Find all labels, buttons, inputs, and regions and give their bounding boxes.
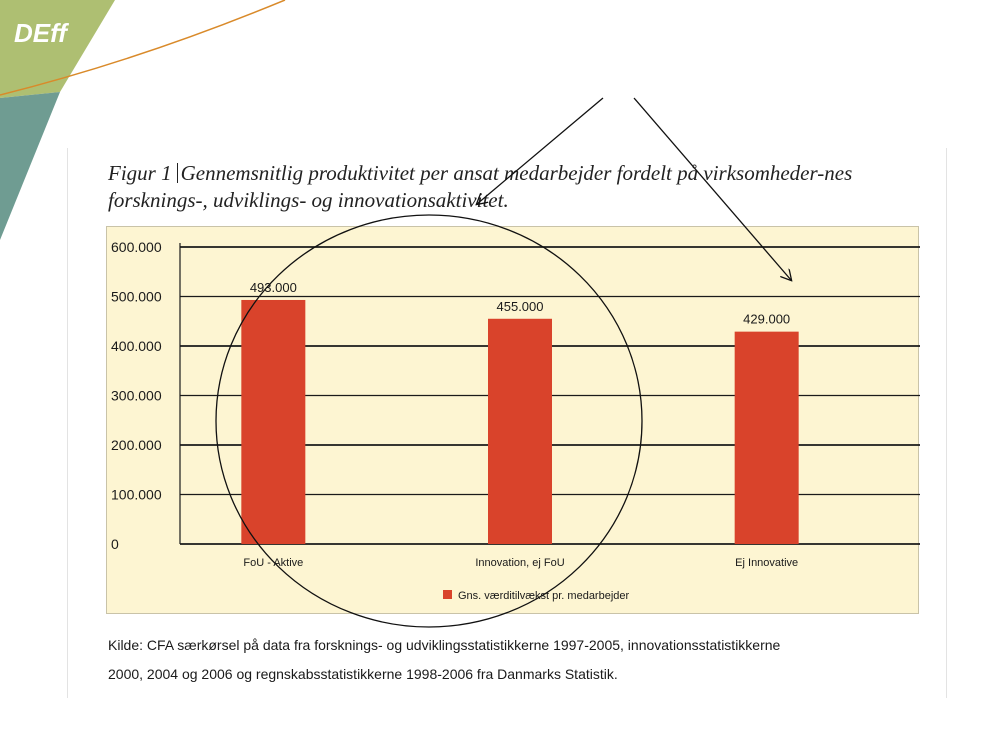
y-tick-label: 300.000 (111, 388, 162, 404)
figure-title-text: Gennemsnitlig produktivitet per ansat me… (108, 161, 853, 212)
y-tick-label: 100.000 (111, 487, 162, 503)
bar (241, 299, 306, 544)
y-tick-label: 600.000 (111, 239, 162, 255)
bar (488, 318, 552, 544)
x-category-label: Innovation, ej FoU (475, 557, 564, 569)
logo-teal-shape (0, 92, 60, 240)
y-tick-label: 0 (111, 536, 119, 552)
content-frame-left (67, 148, 68, 698)
source-note: Kilde: CFA særkørsel på data fra forskni… (108, 631, 928, 689)
y-tick-label: 500.000 (111, 289, 162, 305)
deff-logo: DEff (14, 18, 67, 48)
x-category-label: FoU - Aktive (243, 557, 303, 569)
x-category-label: Ej Innovative (735, 557, 798, 569)
text-cursor (176, 163, 178, 183)
data-label: 429.000 (743, 312, 790, 327)
content-frame-right (946, 148, 947, 698)
y-tick-label: 400.000 (111, 338, 162, 354)
bar-chart: 0 100.000 200.000 300.000 400.000 500.000 600.… (111, 239, 920, 602)
y-tick-label: 200.000 (111, 437, 162, 453)
legend-swatch (443, 590, 452, 599)
data-label: 493.000 (250, 280, 297, 295)
logo-green-shape (0, 0, 115, 98)
source-line-2: 2000, 2004 og 2006 og regnskabsstatistik… (108, 666, 618, 682)
data-label: 455.000 (497, 299, 544, 314)
source-line-1: Kilde: CFA særkørsel på data fra forskni… (108, 637, 781, 653)
figure-title: Figur 1 Gennemsnitlig produktivitet per a… (108, 160, 928, 214)
logo-swoosh-line (0, 0, 286, 96)
chart-panel: 0 100.000 200.000 300.000 400.000 500.000 600.… (106, 226, 920, 614)
bar (734, 331, 799, 544)
legend-label: Gns. værditilvækst pr. medarbejder (458, 590, 630, 602)
figure-number: Figur 1 (108, 161, 172, 185)
